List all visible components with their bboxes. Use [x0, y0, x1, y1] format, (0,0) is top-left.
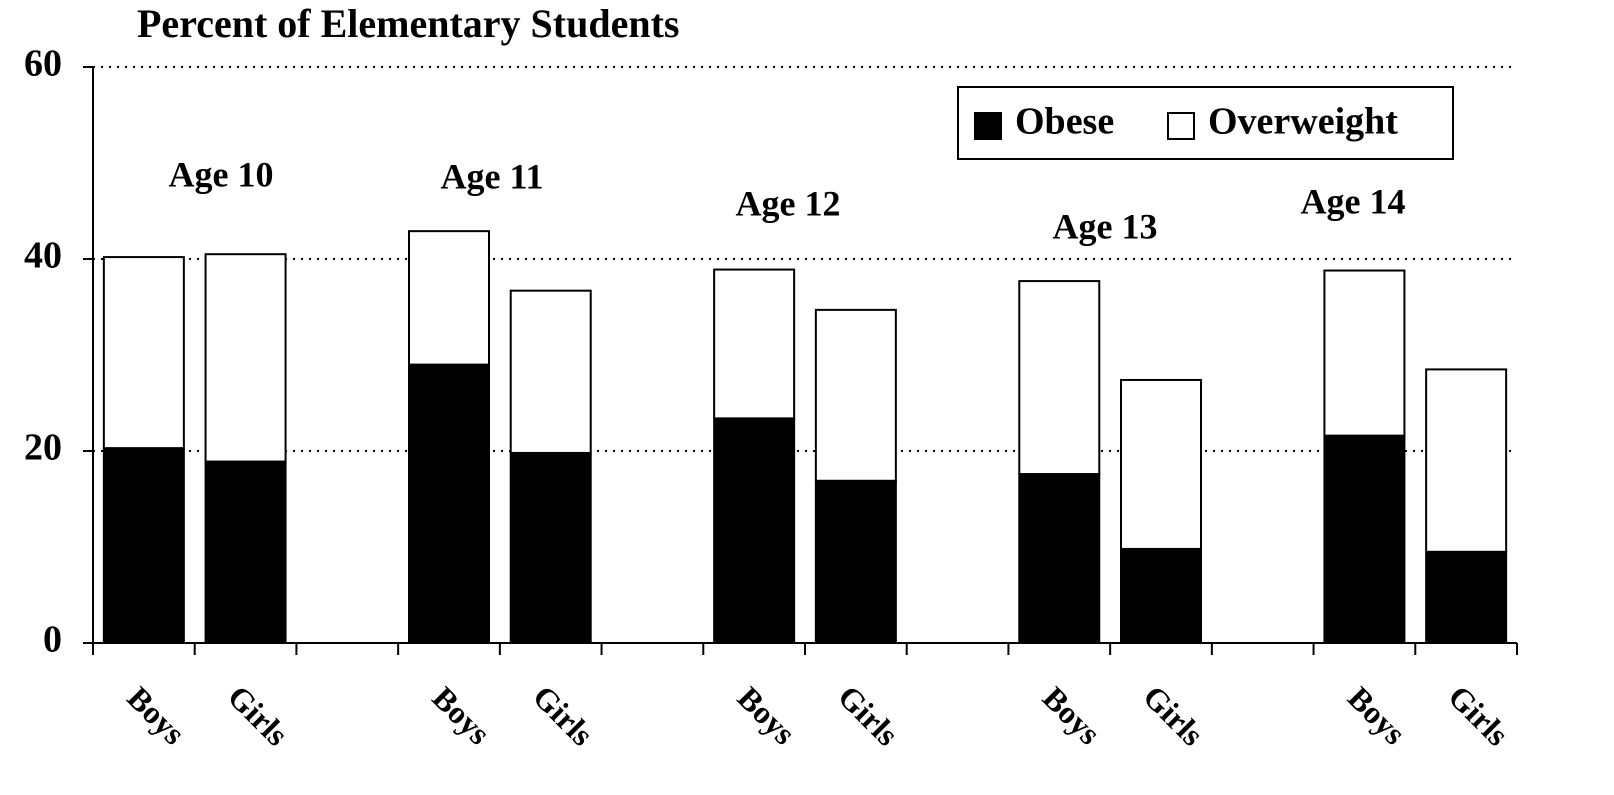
y-tick-label: 60	[24, 43, 62, 85]
x-tick-label: Girls	[1441, 678, 1515, 752]
legend-box	[957, 86, 1454, 160]
bar-segment	[204, 253, 287, 463]
x-tick-label: Girls	[221, 678, 295, 752]
legend-label: Obese	[1015, 101, 1114, 143]
bar-segment	[1323, 269, 1406, 437]
bar-segment	[1425, 368, 1508, 553]
bar-segment	[1425, 550, 1508, 644]
bar-segment	[204, 460, 287, 644]
x-tick-label: Boys	[426, 679, 498, 751]
group-label: Age 11	[441, 156, 544, 196]
x-tick-label: Boys	[731, 679, 803, 751]
group-label: Age 10	[169, 154, 274, 194]
legend-label: Overweight	[1208, 101, 1398, 143]
group-label: Age 12	[736, 183, 841, 223]
legend-swatch	[1167, 112, 1195, 140]
x-tick-label: Boys	[120, 679, 192, 751]
bar-segment	[1120, 547, 1202, 644]
bar-segment	[509, 289, 592, 454]
y-tick-label: 0	[43, 619, 62, 661]
x-tick-label: Boys	[1341, 679, 1413, 751]
y-tick-label: 20	[24, 427, 62, 469]
bar-segment	[1018, 473, 1101, 645]
group-label: Age 14	[1301, 181, 1406, 221]
bar-segment	[713, 417, 796, 644]
x-tick-label: Girls	[1136, 678, 1210, 752]
x-tick-label: Boys	[1036, 679, 1108, 751]
legend-swatch	[974, 112, 1002, 140]
y-tick-label: 40	[24, 235, 62, 277]
bar-segment	[1018, 280, 1101, 476]
bar-segment	[408, 230, 490, 366]
bar-segment	[509, 451, 592, 645]
bar-segment	[1120, 378, 1202, 550]
x-tick-label: Girls	[831, 678, 905, 752]
bar-segment	[408, 363, 490, 644]
bar-segment	[814, 479, 897, 645]
bar-segment	[814, 308, 897, 482]
bar-segment	[713, 268, 796, 420]
bar-segment	[102, 447, 185, 644]
bar-segment	[1323, 434, 1406, 645]
group-label: Age 13	[1053, 206, 1158, 246]
x-tick-label: Girls	[526, 678, 600, 752]
bar-segment	[102, 256, 185, 450]
chart-title: Percent of Elementary Students	[137, 1, 680, 46]
